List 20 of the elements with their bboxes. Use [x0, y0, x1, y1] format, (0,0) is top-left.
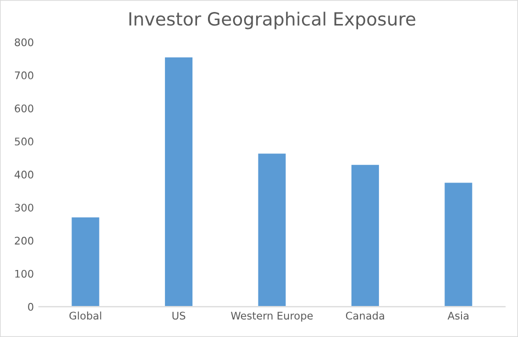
y-tick-label: 600 — [14, 104, 34, 112]
y-tick-label: 200 — [14, 236, 34, 245]
bar — [256, 152, 288, 307]
x-tick-label: Canada — [346, 312, 384, 320]
x-tick-label: Asia — [448, 312, 468, 320]
y-tick-label: 300 — [14, 204, 34, 212]
y-tick-label: 500 — [14, 138, 34, 146]
y-tick-label: 400 — [14, 170, 34, 179]
chart-title: Investor Geographical Exposure — [129, 12, 416, 30]
bar — [350, 163, 380, 307]
y-tick-label: 100 — [15, 270, 34, 278]
x-tick-label: Global — [69, 312, 102, 320]
bar — [70, 216, 101, 307]
y-tick-label: 0 — [28, 302, 34, 311]
y-tick-label: 800 — [14, 38, 34, 46]
bar — [164, 56, 194, 307]
bar — [443, 181, 474, 307]
x-tick-label: US — [172, 312, 186, 320]
x-tick-label: Western Europe — [230, 312, 313, 322]
y-tick-label: 700 — [14, 71, 34, 80]
